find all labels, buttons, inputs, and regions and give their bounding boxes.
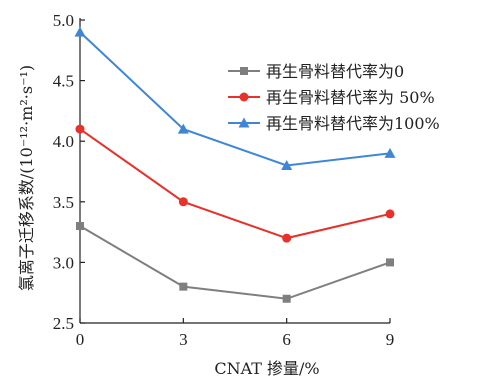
series-3 xyxy=(74,26,396,170)
x-tick-label: 0 xyxy=(76,330,85,349)
legend-marker xyxy=(239,92,249,102)
legend-label: 再生骨料替代率为 50% xyxy=(266,88,435,107)
x-tick-label: 6 xyxy=(282,330,291,349)
x-tick-label: 3 xyxy=(179,330,188,349)
legend-marker xyxy=(240,67,248,75)
legend-label: 再生骨料替代率为100% xyxy=(266,114,440,133)
data-point xyxy=(177,123,189,134)
data-point xyxy=(179,282,188,291)
y-tick-label: 4.5 xyxy=(53,72,74,91)
data-point xyxy=(384,147,396,158)
y-tick-label: 2.5 xyxy=(53,314,74,333)
legend-entry-1: 再生骨料替代率为0 xyxy=(228,62,404,81)
axes: 0 3 6 9 2.5 3.0 3.5 4.0 4.5 5.0 xyxy=(53,11,395,349)
series-2 xyxy=(75,124,395,243)
data-point xyxy=(282,294,291,303)
y-tick-label: 4.0 xyxy=(53,132,74,151)
y-tick-label: 3.5 xyxy=(53,193,74,212)
x-axis-title: CNAT 掺量/% xyxy=(214,359,319,378)
legend: 再生骨料替代率为0 再生骨料替代率为 50% 再生骨料替代率为100% xyxy=(228,62,440,133)
x-tick-label: 9 xyxy=(386,330,395,349)
series-line xyxy=(79,225,391,300)
series-line xyxy=(79,31,391,167)
series-line xyxy=(79,128,391,240)
data-point xyxy=(385,209,395,219)
series-1 xyxy=(76,222,394,303)
data-point xyxy=(281,159,293,170)
y-axis-title: 氯离子迁移系数/(10⁻¹²·m²·s⁻¹) xyxy=(17,65,36,291)
data-point xyxy=(282,233,292,243)
data-point xyxy=(76,222,84,231)
y-tick-label: 3.0 xyxy=(53,253,74,272)
legend-marker xyxy=(238,117,250,128)
data-point xyxy=(74,26,86,37)
data-point xyxy=(386,258,394,267)
data-point xyxy=(178,197,188,207)
y-tick-label: 5.0 xyxy=(53,11,74,30)
series-layer xyxy=(74,26,396,303)
legend-entry-2: 再生骨料替代率为 50% xyxy=(228,88,435,107)
legend-entry-3: 再生骨料替代率为100% xyxy=(228,114,440,133)
data-point xyxy=(75,124,85,134)
legend-label: 再生骨料替代率为0 xyxy=(266,62,404,81)
